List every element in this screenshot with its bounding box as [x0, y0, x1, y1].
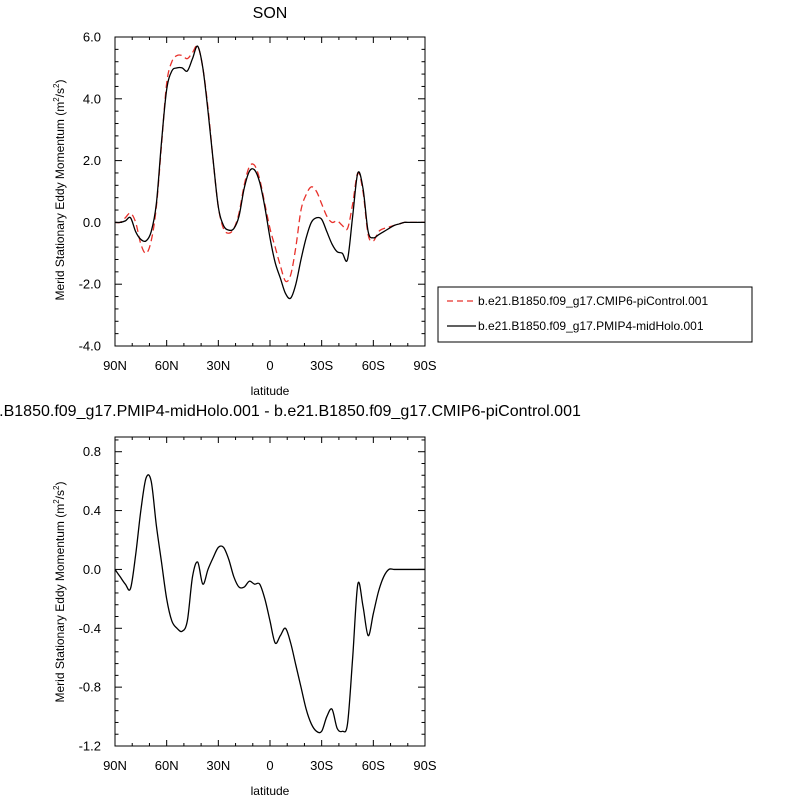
x-tick-label: 90S: [413, 358, 436, 373]
x-tick-label: 60S: [362, 358, 385, 373]
legend-label-midholo: b.e21.B1850.f09_g17.PMIP4-midHolo.001: [478, 319, 704, 333]
y-tick-label: 2.0: [83, 153, 101, 168]
y-axis-label-sup: 2: [52, 83, 61, 88]
x-tick-label: 30N: [206, 358, 230, 373]
x-tick-label: 90S: [413, 758, 436, 773]
series-line: [114, 45, 425, 283]
x-axis-label: latitude: [251, 384, 290, 398]
legend: b.e21.B1850.f09_g17.CMIP6-piControl.001 …: [437, 286, 753, 343]
top-chart-panel: SON 90N 60N 30N 0 30S 60S 90S -4.0 -2.0 0.0 2.0 4.…: [52, 5, 753, 398]
y-tick-label: 4.0: [83, 91, 101, 106]
y-axis-label-text: Merid Stationary Eddy Momentum (m: [53, 504, 67, 703]
x-tick-label: 0: [266, 758, 273, 773]
y-axis-label-sup: 2: [52, 499, 61, 504]
y-tick-label: 6.0: [83, 30, 101, 45]
y-tick-label: -4.0: [79, 339, 101, 354]
y-axis-label-sup: 2: [52, 485, 61, 490]
x-axis-label: latitude: [251, 784, 290, 798]
y-axis-label: Merid Stationary Eddy Momentum (m2/s2): [52, 80, 67, 301]
x-axis-ticks: 90N 60N 30N 0 30S 60S 90S: [103, 37, 437, 373]
y-tick-label: 0.0: [83, 215, 101, 230]
legend-box: [437, 286, 753, 343]
y-axis-label: Merid Stationary Eddy Momentum (m2/s2): [52, 482, 67, 703]
plot-frame: [114, 36, 426, 347]
y-tick-label: 0.8: [83, 444, 101, 459]
chart-title: SON: [253, 5, 288, 22]
y-axis-label-end: ): [53, 482, 67, 486]
y-axis-label-end: ): [53, 80, 67, 84]
y-tick-label: -0.4: [79, 621, 101, 636]
y-tick-label: -1.2: [79, 739, 101, 754]
bottom-chart-panel: b.e21.B1850.f09_g17.PMIP4-midHolo.001 - …: [0, 403, 581, 798]
series-group: [114, 474, 425, 734]
x-tick-label: 0: [266, 358, 273, 373]
x-tick-label: 60N: [155, 358, 179, 373]
x-tick-label: 60N: [155, 758, 179, 773]
x-tick-label: 30S: [310, 358, 333, 373]
series-line: [114, 474, 425, 734]
series-group: [114, 45, 425, 300]
x-tick-label: 60S: [362, 758, 385, 773]
x-axis-ticks: 90N 60N 30N 0 30S 60S 90S: [103, 437, 437, 773]
y-tick-label: 0.0: [83, 562, 101, 577]
y-axis-label-mid: /s: [53, 88, 67, 97]
x-tick-label: 30N: [206, 758, 230, 773]
y-axis-label-mid: /s: [53, 490, 67, 499]
x-tick-label: 30S: [310, 758, 333, 773]
series-line: [114, 45, 425, 300]
y-tick-label: -2.0: [79, 277, 101, 292]
y-axis-ticks: -4.0 -2.0 0.0 2.0 4.0 6.0: [79, 30, 425, 354]
y-axis-label-text: Merid Stationary Eddy Momentum (m: [53, 102, 67, 301]
x-tick-label: 90N: [103, 358, 127, 373]
chart-title: b.e21.B1850.f09_g17.PMIP4-midHolo.001 - …: [0, 403, 581, 420]
y-axis-ticks: -1.2 -0.8 -0.4 0.0 0.4 0.8: [79, 439, 425, 754]
y-axis-label-sup: 2: [52, 97, 61, 102]
legend-label-picontrol: b.e21.B1850.f09_g17.CMIP6-piControl.001: [478, 294, 708, 308]
y-tick-label: 0.4: [83, 503, 101, 518]
y-tick-label: -0.8: [79, 680, 101, 695]
x-tick-label: 90N: [103, 758, 127, 773]
